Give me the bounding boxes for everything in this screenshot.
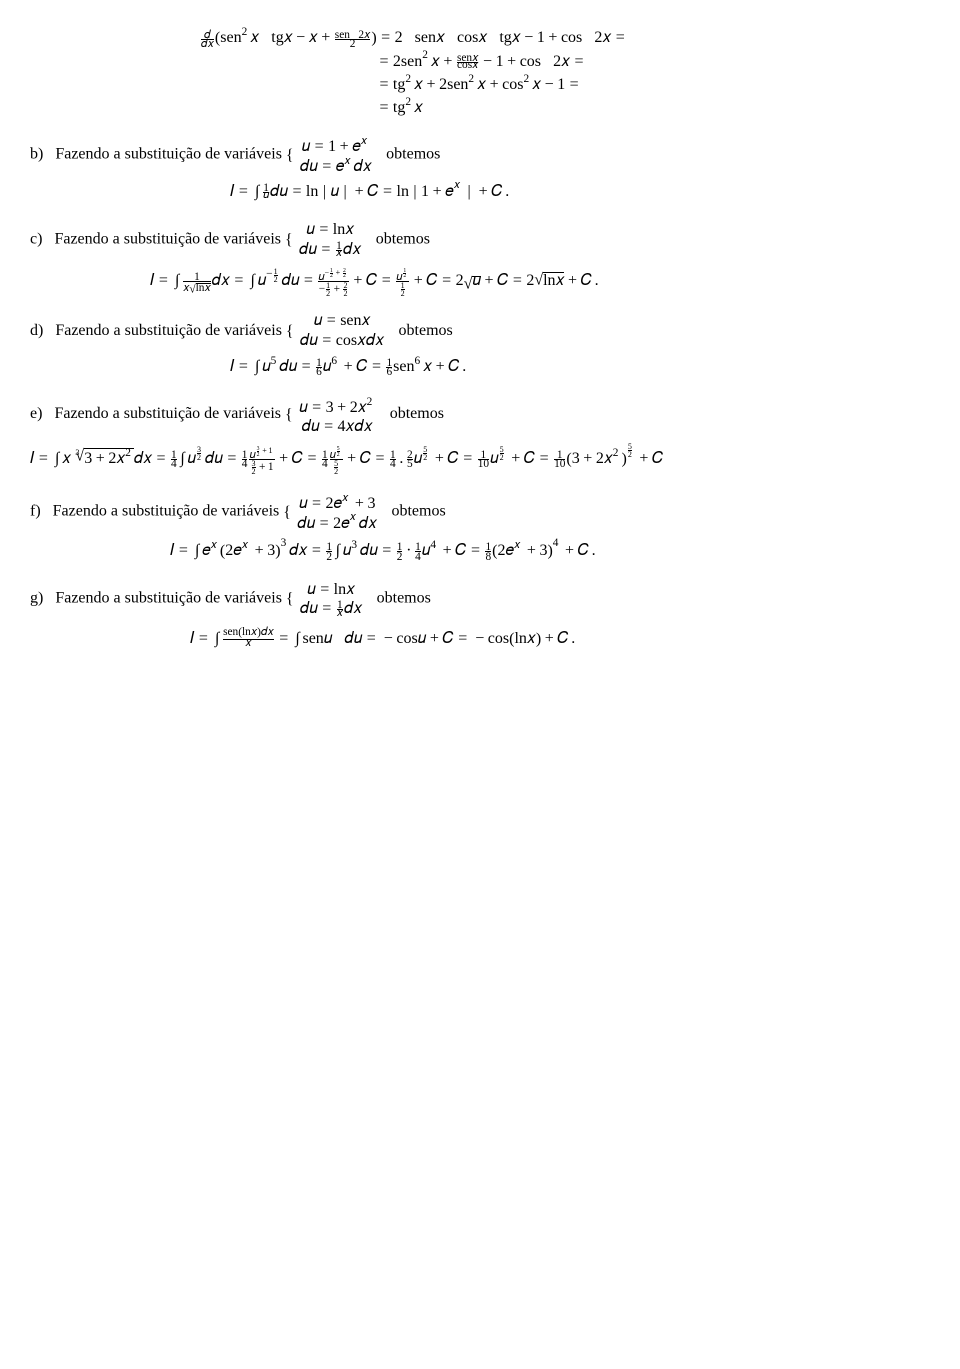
item-g-tail: obtemos [377,589,431,606]
item-d-lead: Fazendo a substituição de variáveis [55,322,282,339]
deriv-line-1: ddx (sen2x tgx −x+ sen 2x2 )= 2 senx cos… [200,28,930,47]
item-e-label: e) [30,405,42,422]
item-g-label: g) [30,589,43,606]
item-g-result: I=∫ sen(lnx)dxx =∫senu du =−cosu+C =−cos… [190,627,930,648]
item-d: d) Fazendo a substituição de variáveis {… [30,314,930,349]
item-b-lead: Fazendo a substituição de variáveis [55,146,282,163]
item-e-lead: Fazendo a substituição de variáveis [54,405,281,422]
deriv-line-4: =tg2x [375,98,930,117]
intro-derivation: ddx (sen2x tgx −x+ sen 2x2 )= 2 senx cos… [200,28,930,117]
item-f-result: I=∫ex (2ex+3)3 dx= 12∫u3du =12·14u4+C =1… [170,539,930,560]
item-c: c) Fazendo a substituição de variáveis {… [30,219,930,260]
item-d-tail: obtemos [399,322,453,339]
item-c-label: c) [30,230,42,247]
item-e-tail: obtemos [390,405,444,422]
item-g: g) Fazendo a substituição de variáveis {… [30,578,930,619]
deriv-line-3: =tg2x+2sen2x +cos2x−1= [375,75,930,94]
item-c-tail: obtemos [376,230,430,247]
item-b: b) Fazendo a substituição de variáveis {… [30,135,930,174]
item-f-label: f) [30,502,41,519]
item-c-lead: Fazendo a substituição de variáveis [54,230,281,247]
item-b-result: I=∫1udu =ln|u|+C =ln|1+ex|+C. [230,183,930,201]
item-f: f) Fazendo a substituição de variáveis {… [30,492,930,531]
item-f-lead: Fazendo a substituição de variáveis [53,502,280,519]
item-b-tail: obtemos [386,146,440,163]
item-g-lead: Fazendo a substituição de variáveis [55,589,282,606]
item-c-result: I=∫ 1xlnx dx= ∫u−12du = u−12+22 −12+22 +… [150,268,930,296]
item-e: e) Fazendo a substituição de variáveis {… [30,394,930,435]
deriv-line-2: =2sen2x+ senxcosx −1+cos 2x= [375,51,930,70]
item-b-label: b) [30,146,43,163]
item-d-result: I=∫u5du =16u6+C =16sen6x+C. [230,357,930,376]
item-d-label: d) [30,322,43,339]
item-f-tail: obtemos [391,502,445,519]
item-e-result: I=∫x3+2x23dx =14∫u32du =14 u32+1 32+1 +C… [30,443,930,474]
